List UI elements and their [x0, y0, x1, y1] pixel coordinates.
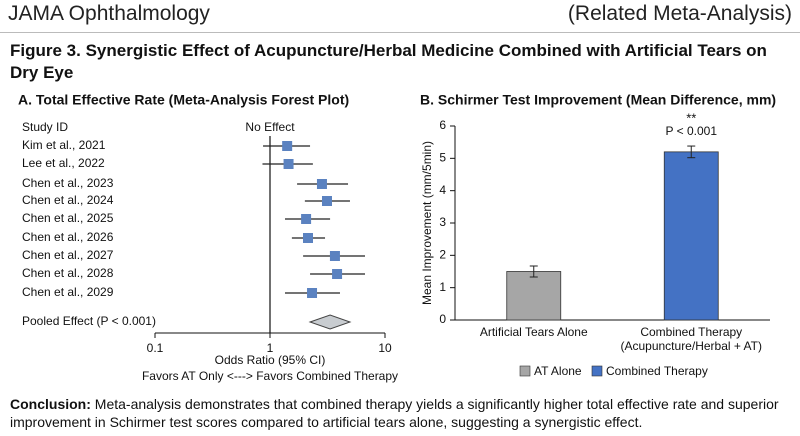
annotation-text: P < 0.001 [666, 124, 718, 138]
estimate [332, 269, 343, 279]
estimate [301, 214, 312, 224]
reference-label: No Effect [245, 120, 295, 134]
y-tick-label: 5 [439, 151, 446, 165]
legend-swatch [591, 365, 603, 377]
legend-label: AT Alone [534, 364, 582, 378]
x-tick-label: Combined Therapy [640, 325, 742, 339]
study-label: Chen et al., 2026 [22, 230, 114, 244]
journal: JAMA Ophthalmology [8, 2, 210, 25]
charts: A. Total Effective Rate (Meta-Analysis F… [18, 92, 776, 383]
estimate [307, 288, 318, 298]
y-tick-label: 4 [439, 183, 446, 197]
study-label: Chen et al., 2029 [22, 285, 114, 299]
x-tick-label: (Acupuncture/Herbal + AT) [620, 339, 762, 353]
divider [0, 32, 800, 33]
study-label: Lee et al., 2022 [22, 156, 105, 170]
conclusion-text: Meta-analysis demonstrates that combined… [10, 396, 779, 430]
estimate [283, 159, 294, 169]
estimate [316, 179, 327, 189]
tag: (Related Meta-Analysis) [567, 2, 792, 25]
figure-title: Figure 3. Synergistic Effect of Acupunct… [10, 41, 767, 82]
y-label: Mean Improvement (mm/5min) [420, 141, 434, 305]
estimate [282, 141, 293, 151]
estimate [302, 233, 313, 243]
x-tick-label: 0.1 [147, 341, 164, 355]
y-tick-label: 0 [439, 312, 446, 326]
pooled-diamond [308, 314, 352, 330]
subtitle: Favors AT Only <---> Favors Combined The… [142, 369, 398, 383]
y-tick-label: 2 [439, 248, 446, 262]
bar [663, 151, 719, 321]
chart-title: A. Total Effective Rate (Meta-Analysis F… [18, 92, 349, 108]
study-label: Chen et al., 2023 [22, 176, 114, 190]
conclusion-label: Conclusion: [10, 396, 91, 412]
chart-title: B. Schirmer Test Improvement (Mean Diffe… [420, 92, 776, 108]
x-label: Odds Ratio (95% CI) [215, 353, 326, 367]
bar [506, 271, 562, 321]
study-label: Chen et al., 2028 [22, 266, 114, 280]
y-tick-label: 6 [439, 118, 446, 132]
error-bar [687, 145, 696, 159]
x-tick-label: Artificial Tears Alone [480, 325, 588, 339]
conclusion: Conclusion: Meta-analysis demonstrates t… [10, 395, 795, 431]
study-label: Chen et al., 2025 [22, 211, 114, 225]
error-bar [529, 265, 538, 278]
legend-label: Combined Therapy [606, 364, 708, 378]
x-tick-label: 10 [378, 341, 392, 355]
annotation-stars: ** [686, 110, 696, 125]
estimate [321, 196, 332, 206]
y-tick-label: 3 [439, 215, 446, 229]
column-label: Study ID [22, 120, 68, 134]
study-label: Chen et al., 2027 [22, 248, 114, 262]
study-label: Kim et al., 2021 [22, 138, 106, 152]
pooled-label: Pooled Effect (P < 0.001) [22, 314, 156, 328]
x-tick-label: 1 [267, 341, 274, 355]
y-tick-label: 1 [439, 280, 446, 294]
estimate [329, 251, 340, 261]
legend-swatch [519, 365, 531, 377]
study-label: Chen et al., 2024 [22, 193, 114, 207]
